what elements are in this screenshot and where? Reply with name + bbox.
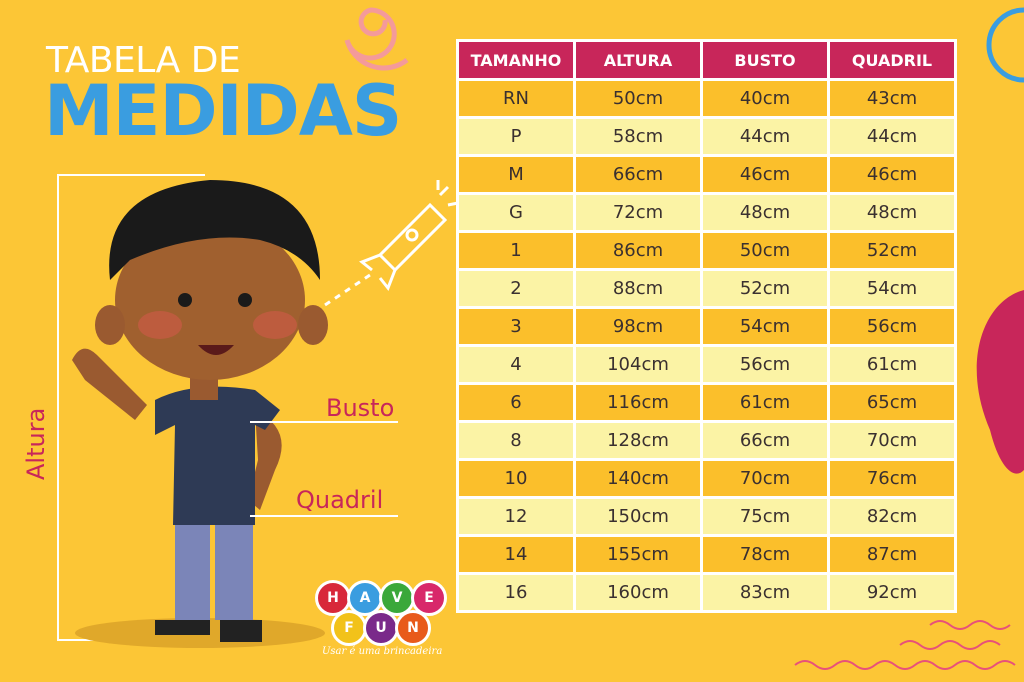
table-cell-tamanho: 3 — [456, 306, 576, 347]
table-cell-busto: 56cm — [700, 344, 830, 385]
table-cell-busto: 46cm — [700, 154, 830, 195]
size-table: TAMANHO ALTURA BUSTO QUADRIL RN 50cm 40cm 4… — [456, 39, 957, 613]
title-line-2: MEDIDAS — [44, 70, 402, 152]
table-cell-quadril: 52cm — [827, 230, 957, 271]
table-cell-busto: 66cm — [700, 420, 830, 461]
table-row: M 66cm 46cm 46cm — [456, 154, 957, 195]
blue-swirl-decoration — [986, 7, 1024, 83]
table-cell-quadril: 70cm — [827, 420, 957, 461]
table-cell-busto: 50cm — [700, 230, 830, 271]
table-cell-quadril: 82cm — [827, 496, 957, 537]
table-row: 12 150cm 75cm 82cm — [456, 496, 957, 537]
table-row: RN 50cm 40cm 43cm — [456, 78, 957, 119]
table-cell-altura: 128cm — [573, 420, 703, 461]
busto-label: Busto — [326, 394, 395, 422]
table-cell-quadril: 87cm — [827, 534, 957, 575]
swirl-decoration — [344, 7, 409, 71]
table-cell-busto: 61cm — [700, 382, 830, 423]
table-cell-quadril: 56cm — [827, 306, 957, 347]
header-altura: ALTURA — [573, 39, 703, 81]
table-cell-altura: 104cm — [573, 344, 703, 385]
table-cell-tamanho: 4 — [456, 344, 576, 385]
pink-leaf-decoration — [976, 290, 1024, 474]
table-cell-quadril: 54cm — [827, 268, 957, 309]
table-cell-tamanho: M — [456, 154, 576, 195]
table-cell-tamanho: P — [456, 116, 576, 157]
boy-illustration — [72, 180, 328, 642]
header-tamanho: TAMANHO — [456, 39, 576, 81]
table-cell-altura: 150cm — [573, 496, 703, 537]
table-cell-altura: 66cm — [573, 154, 703, 195]
table-row: P 58cm 44cm 44cm — [456, 116, 957, 157]
table-row: 4 104cm 56cm 61cm — [456, 344, 957, 385]
table-cell-busto: 83cm — [700, 572, 830, 613]
table-cell-quadril: 61cm — [827, 344, 957, 385]
wave-decoration — [794, 620, 1016, 670]
title-line-1: TABELA DE — [46, 40, 241, 81]
table-cell-busto: 44cm — [700, 116, 830, 157]
logo-letter: N — [395, 610, 431, 646]
table-cell-tamanho: 1 — [456, 230, 576, 271]
table-cell-quadril: 65cm — [827, 382, 957, 423]
table-cell-busto: 48cm — [700, 192, 830, 233]
table-cell-tamanho: 16 — [456, 572, 576, 613]
table-cell-quadril: 92cm — [827, 572, 957, 613]
table-row: 1 86cm 50cm 52cm — [456, 230, 957, 271]
table-row: 14 155cm 78cm 87cm — [456, 534, 957, 575]
altura-label: Altura — [22, 407, 50, 480]
table-cell-quadril: 46cm — [827, 154, 957, 195]
table-cell-altura: 50cm — [573, 78, 703, 119]
table-cell-tamanho: RN — [456, 78, 576, 119]
table-cell-altura: 72cm — [573, 192, 703, 233]
table-cell-tamanho: 8 — [456, 420, 576, 461]
table-cell-busto: 70cm — [700, 458, 830, 499]
table-header-row: TAMANHO ALTURA BUSTO QUADRIL — [456, 39, 957, 81]
table-cell-tamanho: G — [456, 192, 576, 233]
rocket-icon — [324, 180, 459, 307]
table-cell-tamanho: 10 — [456, 458, 576, 499]
table-cell-quadril: 76cm — [827, 458, 957, 499]
header-busto: BUSTO — [700, 39, 830, 81]
table-cell-quadril: 48cm — [827, 192, 957, 233]
table-cell-busto: 40cm — [700, 78, 830, 119]
table-cell-tamanho: 6 — [456, 382, 576, 423]
table-cell-busto: 75cm — [700, 496, 830, 537]
table-cell-altura: 58cm — [573, 116, 703, 157]
table-cell-tamanho: 12 — [456, 496, 576, 537]
table-row: G 72cm 48cm 48cm — [456, 192, 957, 233]
table-row: 3 98cm 54cm 56cm — [456, 306, 957, 347]
table-cell-altura: 140cm — [573, 458, 703, 499]
quadril-label: Quadril — [296, 486, 384, 514]
table-cell-tamanho: 14 — [456, 534, 576, 575]
table-cell-altura: 86cm — [573, 230, 703, 271]
table-row: 2 88cm 52cm 54cm — [456, 268, 957, 309]
header-quadril: QUADRIL — [827, 39, 957, 81]
table-cell-altura: 88cm — [573, 268, 703, 309]
table-cell-busto: 54cm — [700, 306, 830, 347]
table-cell-quadril: 44cm — [827, 116, 957, 157]
table-row: 8 128cm 66cm 70cm — [456, 420, 957, 461]
table-cell-altura: 116cm — [573, 382, 703, 423]
table-cell-altura: 98cm — [573, 306, 703, 347]
logo-tagline: Usar é uma brincadeira — [322, 646, 443, 657]
table-cell-busto: 52cm — [700, 268, 830, 309]
table-row: 10 140cm 70cm 76cm — [456, 458, 957, 499]
table-cell-altura: 155cm — [573, 534, 703, 575]
table-row: 16 160cm 83cm 92cm — [456, 572, 957, 613]
logo-letter: F — [331, 610, 367, 646]
table-cell-altura: 160cm — [573, 572, 703, 613]
table-cell-quadril: 43cm — [827, 78, 957, 119]
table-cell-tamanho: 2 — [456, 268, 576, 309]
table-cell-busto: 78cm — [700, 534, 830, 575]
table-row: 6 116cm 61cm 65cm — [456, 382, 957, 423]
logo-letter: U — [363, 610, 399, 646]
